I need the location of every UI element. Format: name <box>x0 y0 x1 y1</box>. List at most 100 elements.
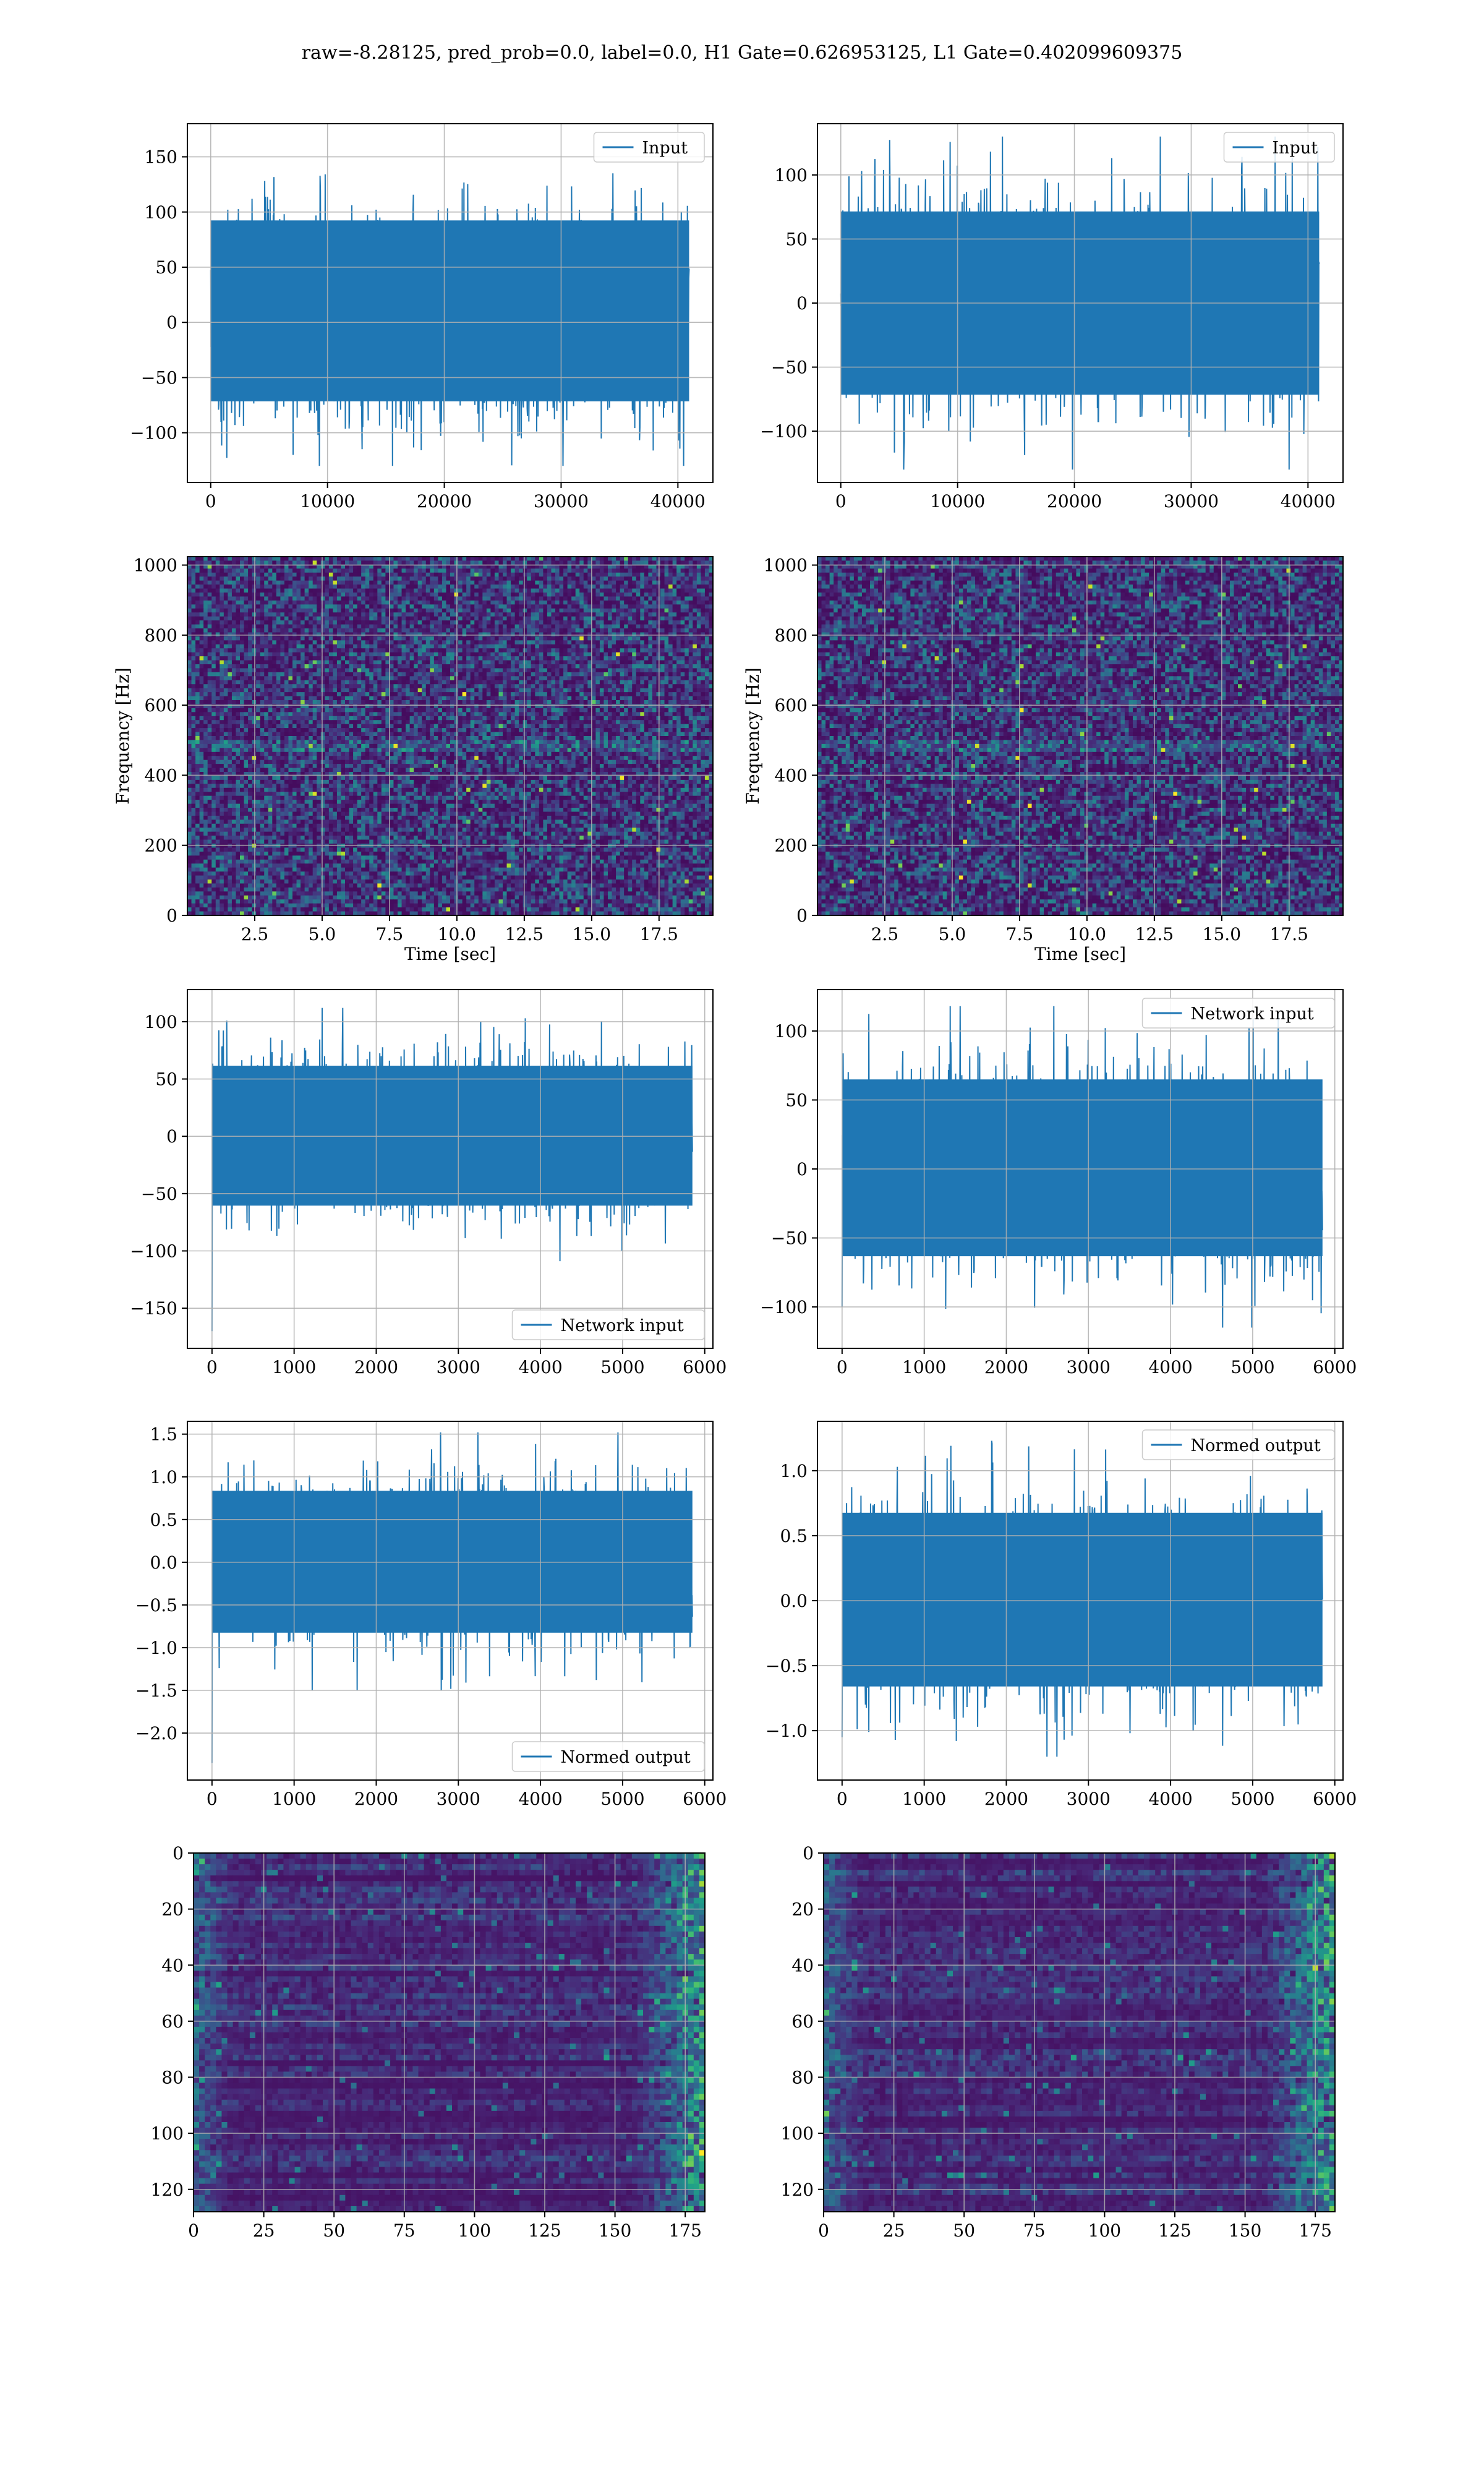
legend: Normed output <box>513 1742 705 1771</box>
y-tick-label: 60 <box>791 2011 814 2032</box>
y-tick-label: 50 <box>155 257 177 278</box>
y-tick-label: 600 <box>775 695 808 716</box>
x-tick-label: 30000 <box>1164 491 1219 511</box>
grid-lines <box>817 124 1343 482</box>
grid-lines <box>817 1421 1343 1780</box>
series-dense-band <box>212 1066 693 1205</box>
y-tick-label: 1000 <box>134 555 177 576</box>
x-tick-label: 1000 <box>902 1789 946 1809</box>
x-tick-label: 125 <box>528 2220 561 2241</box>
x-tick-label: 175 <box>668 2220 701 2241</box>
x-tick-label: 5000 <box>600 1789 644 1809</box>
y-tick-label: 0.5 <box>780 1526 808 1546</box>
y-tick-label: 80 <box>791 2068 814 2088</box>
x-tick-label: 5000 <box>600 1357 644 1377</box>
y-tick-label: 120 <box>781 2180 814 2200</box>
y-tick-label: −50 <box>141 367 177 388</box>
x-tick-label: 6000 <box>1313 1789 1357 1809</box>
y-tick-label: −150 <box>130 1298 177 1319</box>
x-tick-label: 0 <box>818 2220 829 2241</box>
y-tick-label: 100 <box>775 1021 808 1042</box>
x-tick-label: 10000 <box>300 491 355 511</box>
x-tick-label: 25 <box>253 2220 275 2241</box>
y-tick-label: −1.0 <box>765 1721 808 1741</box>
x-tick-label: 2.5 <box>871 924 899 944</box>
x-tick-label: 17.5 <box>1270 924 1308 944</box>
x-tick-label: 7.5 <box>376 924 404 944</box>
x-tick-label: 6000 <box>683 1789 727 1809</box>
legend: Input <box>594 132 705 162</box>
x-tick-label: 4000 <box>518 1357 562 1377</box>
x-tick-label: 3000 <box>437 1789 480 1809</box>
legend-label: Input <box>642 139 688 158</box>
x-tick-label: 5.0 <box>309 924 336 944</box>
x-tick-label: 17.5 <box>640 924 678 944</box>
y-tick-label: 800 <box>145 625 177 646</box>
y-tick-label: 150 <box>145 147 177 168</box>
x-tick-label: 75 <box>1023 2220 1046 2241</box>
y-tick-label: −2.0 <box>135 1723 177 1744</box>
x-tick-label: 0 <box>207 1357 218 1377</box>
x-tick-label: 150 <box>1229 2220 1261 2241</box>
y-tick-label: 0 <box>166 312 177 333</box>
y-tick-label: 400 <box>775 765 808 785</box>
x-tick-label: 12.5 <box>505 924 544 944</box>
y-tick-label: 200 <box>775 836 808 856</box>
y-tick-label: 0 <box>173 1843 184 1864</box>
x-tick-label: 4000 <box>1148 1789 1192 1809</box>
y-tick-label: 120 <box>151 2180 184 2200</box>
y-tick-label: 800 <box>775 625 808 646</box>
x-axis-label: Time [sec] <box>1034 944 1126 964</box>
y-tick-label: 600 <box>145 695 177 716</box>
x-tick-label: 1000 <box>902 1357 946 1377</box>
chart-h1-network-input: 0 1000 2000 3000 4000 5000 6000−150−100−500501… <box>130 990 727 1377</box>
x-tick-label: 2000 <box>354 1789 398 1809</box>
y-tick-label: −50 <box>141 1184 177 1204</box>
y-tick-label: 0 <box>796 905 808 926</box>
x-tick-label: 2000 <box>354 1357 398 1377</box>
y-tick-label: 40 <box>161 1955 184 1975</box>
x-tick-label: 6000 <box>683 1357 727 1377</box>
x-tick-label: 3000 <box>1067 1789 1111 1809</box>
x-tick-label: 1000 <box>272 1357 316 1377</box>
y-tick-label: 200 <box>145 836 177 856</box>
x-tick-label: 0 <box>837 1357 848 1377</box>
x-tick-label: 75 <box>393 2220 416 2241</box>
y-tick-label: 0 <box>796 293 808 314</box>
x-tick-label: 30000 <box>534 491 589 511</box>
x-tick-label: 175 <box>1298 2220 1331 2241</box>
y-tick-label: 80 <box>161 2068 184 2088</box>
spectrogram-cells <box>187 557 714 916</box>
chart-l1-network-input: 0 1000 2000 3000 4000 5000 6000−100−50050100Ne… <box>760 990 1357 1377</box>
legend-label: Input <box>1273 139 1318 158</box>
x-tick-label: 5000 <box>1230 1789 1274 1809</box>
series-dense-band <box>211 220 689 401</box>
x-tick-label: 12.5 <box>1135 924 1174 944</box>
y-tick-label: 0.0 <box>780 1591 808 1611</box>
y-tick-label: 100 <box>145 202 177 223</box>
y-tick-label: 100 <box>775 165 808 186</box>
y-tick-label: −100 <box>130 1241 177 1261</box>
feature-map-cells <box>824 1853 1336 2212</box>
x-tick-label: 10000 <box>930 491 985 511</box>
x-tick-label: 1000 <box>272 1789 316 1809</box>
y-tick-label: 0.5 <box>150 1510 177 1530</box>
chart-l1-normed-output: 0 1000 2000 3000 4000 5000 6000−1.0−0.50.00.51… <box>765 1421 1357 1809</box>
legend-label: Network input <box>561 1316 684 1335</box>
y-tick-label: 20 <box>161 1899 184 1920</box>
x-tick-label: 150 <box>599 2220 631 2241</box>
x-axis-label: Time [sec] <box>404 944 496 964</box>
x-tick-label: 100 <box>458 2220 491 2241</box>
y-tick-label: 40 <box>791 1955 814 1975</box>
y-tick-label: −50 <box>771 357 808 378</box>
x-tick-label: 15.0 <box>573 924 611 944</box>
x-tick-label: 3000 <box>437 1357 480 1377</box>
x-tick-label: 4000 <box>1148 1357 1192 1377</box>
x-tick-label: 20000 <box>1047 491 1102 511</box>
y-tick-label: 1.0 <box>780 1461 808 1481</box>
x-tick-label: 15.0 <box>1203 924 1241 944</box>
x-tick-label: 7.5 <box>1006 924 1034 944</box>
